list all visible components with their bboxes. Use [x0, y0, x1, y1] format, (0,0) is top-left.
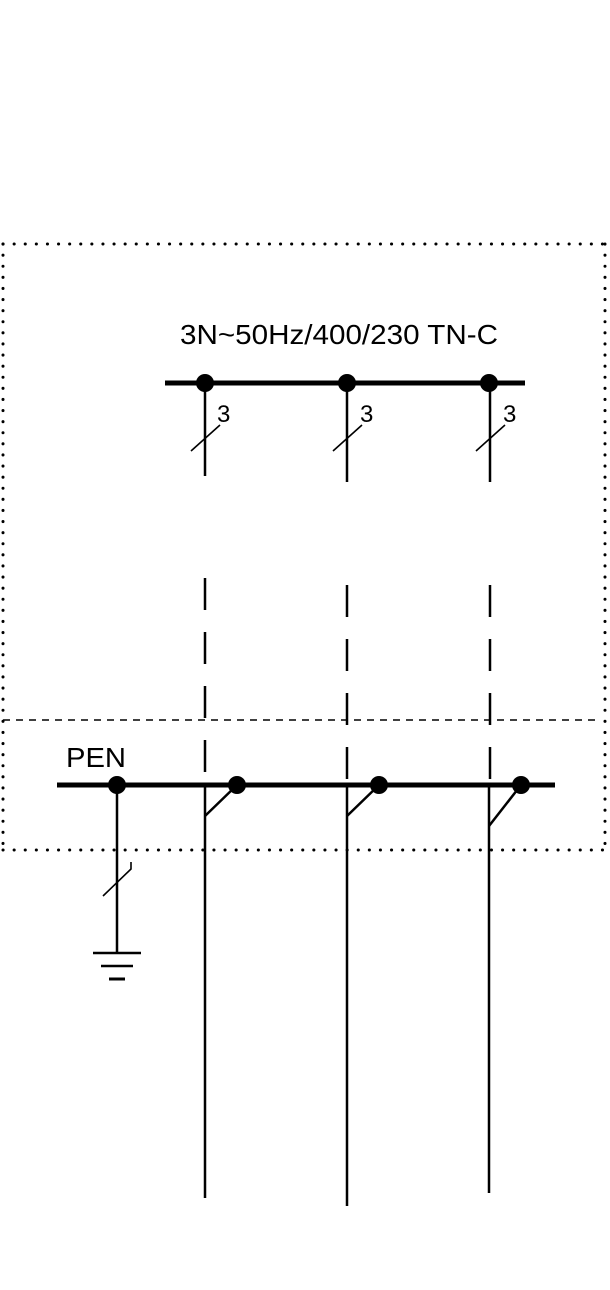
feeder-2 — [332, 374, 388, 1206]
conductor-count-tick — [190, 424, 221, 452]
earth-lead-tick — [102, 862, 132, 897]
ground-symbol-icon — [93, 951, 141, 981]
conductor-count-label: 3 — [503, 401, 516, 428]
conductor-count-tick — [475, 424, 506, 452]
feeder-1 — [190, 374, 246, 1198]
conductor-count-label: 3 — [360, 401, 373, 428]
conductor-count-tick — [332, 424, 363, 452]
conductor-count-label: 3 — [217, 401, 230, 428]
supply-label: 3N~50Hz/400/230 TN-C — [180, 319, 498, 350]
pen-label: PEN — [66, 742, 126, 773]
earthing-conductor — [93, 785, 141, 981]
enclosure-boundaries — [1, 242, 607, 852]
